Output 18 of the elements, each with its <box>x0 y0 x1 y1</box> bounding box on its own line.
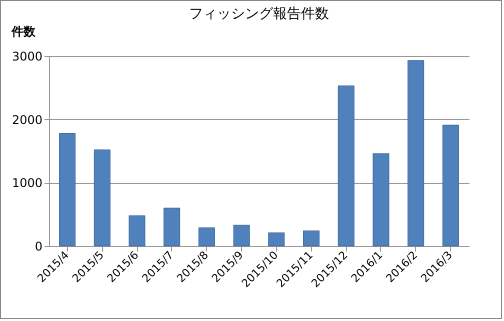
bar <box>303 230 320 246</box>
bar <box>268 232 285 246</box>
bar <box>164 208 180 246</box>
bar <box>128 215 146 246</box>
bar <box>233 224 250 246</box>
y-axis-title: 件数 <box>10 24 36 38</box>
bar <box>442 124 459 246</box>
bar <box>94 149 110 246</box>
bar <box>372 153 390 246</box>
y-tick-label: 0 <box>34 240 42 254</box>
bar <box>198 227 215 246</box>
bar <box>59 133 76 246</box>
bar <box>408 60 424 246</box>
bar <box>338 86 354 246</box>
y-tick-label: 2000 <box>12 112 42 127</box>
chart-title: フィッシング報告件数 <box>189 6 329 22</box>
y-tick-label: 1000 <box>12 176 42 190</box>
y-tick-label: 3000 <box>12 50 42 64</box>
